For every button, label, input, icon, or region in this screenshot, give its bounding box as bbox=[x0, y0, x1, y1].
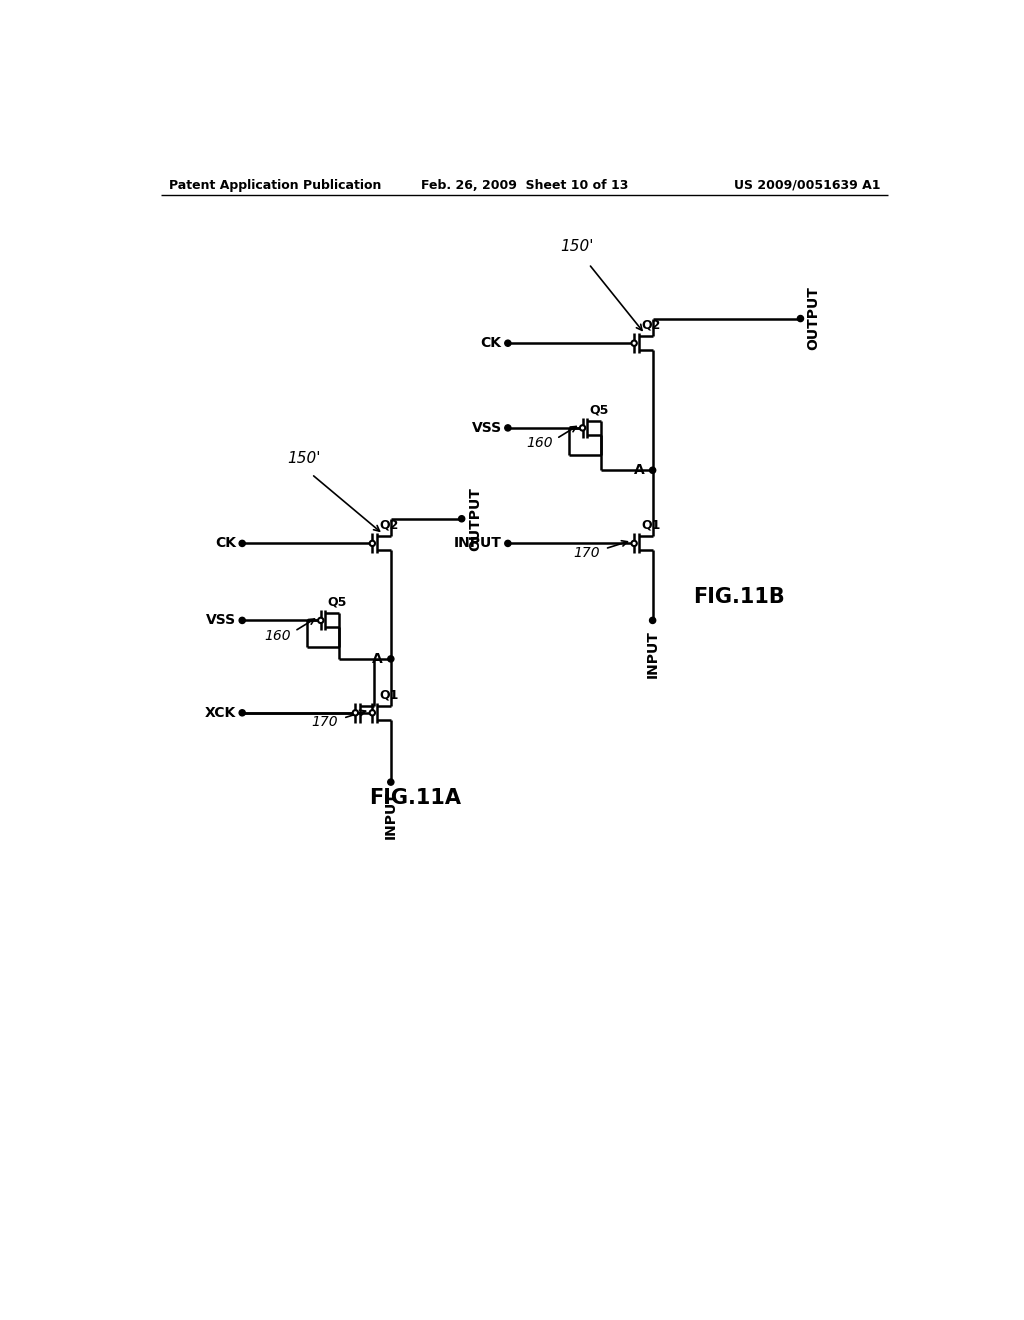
Text: US 2009/0051639 A1: US 2009/0051639 A1 bbox=[734, 178, 881, 191]
Text: 150': 150' bbox=[287, 451, 321, 466]
Text: FIG.11B: FIG.11B bbox=[693, 587, 784, 607]
Circle shape bbox=[240, 540, 246, 546]
Text: Q5: Q5 bbox=[590, 404, 609, 416]
Text: 170: 170 bbox=[572, 545, 599, 560]
Text: Feb. 26, 2009  Sheet 10 of 13: Feb. 26, 2009 Sheet 10 of 13 bbox=[421, 178, 629, 191]
Text: Q5: Q5 bbox=[328, 595, 347, 609]
Text: 160: 160 bbox=[264, 628, 291, 643]
Circle shape bbox=[459, 516, 465, 521]
Circle shape bbox=[649, 467, 655, 474]
Circle shape bbox=[388, 656, 394, 663]
Circle shape bbox=[632, 541, 637, 546]
Text: INPUT: INPUT bbox=[454, 536, 502, 550]
Text: 160: 160 bbox=[526, 437, 553, 450]
Circle shape bbox=[240, 618, 246, 623]
Text: 150': 150' bbox=[560, 239, 594, 255]
Circle shape bbox=[388, 779, 394, 785]
Circle shape bbox=[505, 425, 511, 432]
Text: XCK: XCK bbox=[205, 706, 237, 719]
Text: VSS: VSS bbox=[472, 421, 502, 434]
Circle shape bbox=[352, 710, 358, 715]
Circle shape bbox=[505, 540, 511, 546]
Circle shape bbox=[632, 341, 637, 346]
Circle shape bbox=[505, 341, 511, 346]
Text: CK: CK bbox=[215, 536, 237, 550]
Circle shape bbox=[580, 425, 586, 430]
Circle shape bbox=[649, 618, 655, 623]
Text: INPUT: INPUT bbox=[645, 630, 659, 677]
Text: Q1: Q1 bbox=[379, 688, 398, 701]
Text: OUTPUT: OUTPUT bbox=[468, 487, 482, 550]
Text: Q1: Q1 bbox=[641, 519, 660, 532]
Circle shape bbox=[370, 710, 375, 715]
Text: A: A bbox=[373, 652, 383, 665]
Text: Q2: Q2 bbox=[641, 318, 660, 331]
Text: VSS: VSS bbox=[206, 614, 237, 627]
Circle shape bbox=[370, 541, 375, 546]
Text: INPUT: INPUT bbox=[384, 792, 397, 840]
Text: Patent Application Publication: Patent Application Publication bbox=[169, 178, 381, 191]
Text: A: A bbox=[634, 463, 645, 478]
Text: FIG.11A: FIG.11A bbox=[370, 788, 462, 808]
Circle shape bbox=[798, 315, 804, 322]
Text: OUTPUT: OUTPUT bbox=[807, 286, 820, 351]
Circle shape bbox=[240, 710, 246, 715]
Text: CK: CK bbox=[480, 337, 502, 350]
Text: 170: 170 bbox=[311, 715, 338, 729]
Circle shape bbox=[318, 618, 324, 623]
Text: Q2: Q2 bbox=[379, 519, 398, 532]
